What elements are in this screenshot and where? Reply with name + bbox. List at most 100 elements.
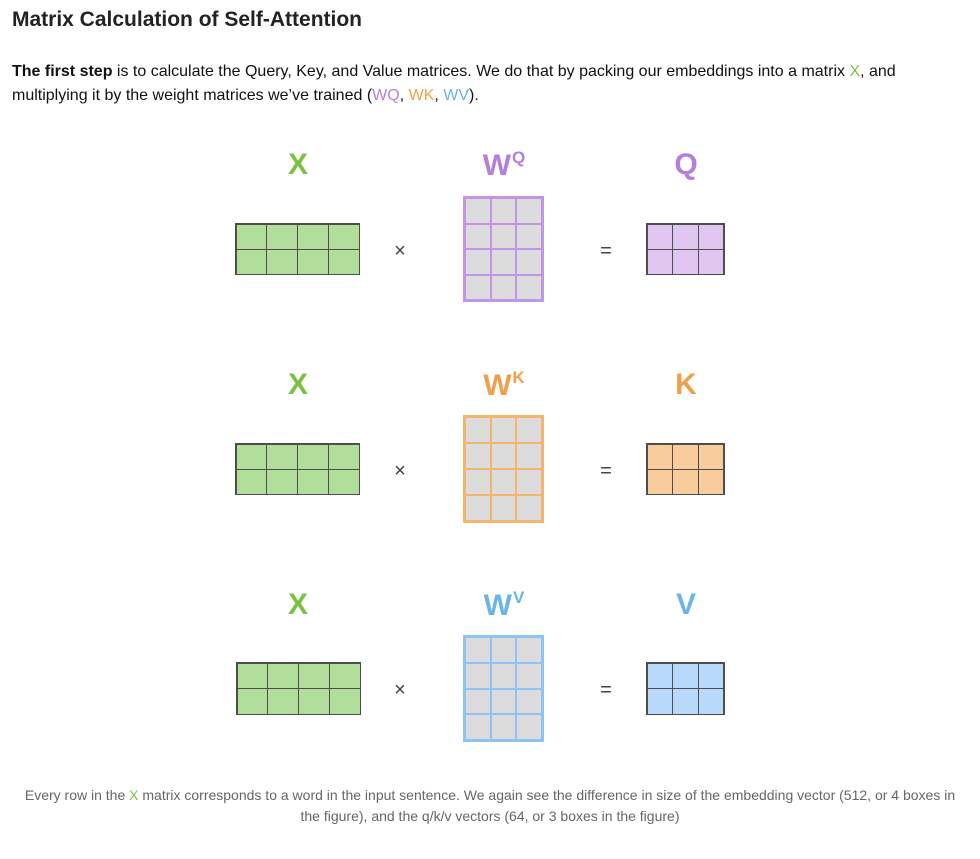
matrix-cell — [515, 416, 543, 444]
matrix-cell — [266, 223, 298, 250]
matrix-cell — [697, 443, 725, 470]
matrix-cell — [464, 468, 492, 496]
matrix-cell — [489, 713, 518, 741]
matrix-cell — [464, 197, 492, 225]
intro-wk: WK — [408, 87, 435, 104]
q-label: Q — [674, 148, 698, 181]
v-matrix — [646, 662, 725, 715]
query-row: X WQ Q × = — [0, 140, 980, 360]
matrix-cell — [515, 687, 543, 716]
k-label: K — [675, 368, 697, 401]
key-row: X WK K × = — [0, 360, 980, 580]
wq-base: W — [482, 149, 512, 182]
matrix-cell — [464, 687, 492, 716]
wq-label: WQ — [464, 148, 544, 183]
value-row: X WV V × = — [0, 580, 980, 800]
wv-label: WV — [464, 588, 544, 623]
x-matrix — [235, 223, 360, 275]
matrix-cell — [697, 248, 725, 275]
matrix-cell — [297, 443, 329, 470]
matrix-cell — [489, 687, 518, 716]
matrix-cell — [236, 662, 269, 689]
intro-text-1: is to calculate the Query, Key, and Valu… — [112, 63, 850, 80]
matrix-cell — [646, 662, 674, 689]
matrix-cell — [328, 662, 361, 689]
matrix-cell — [235, 223, 268, 250]
times-operator: × — [394, 460, 406, 482]
equals-operator: = — [600, 240, 612, 262]
matrix-cell — [515, 468, 543, 496]
matrix-cell — [515, 273, 543, 301]
matrix-cell — [327, 468, 360, 495]
wk-base: W — [483, 369, 512, 402]
matrix-cell — [489, 442, 518, 470]
matrix-cell — [464, 661, 492, 690]
matrix-cell — [464, 416, 492, 444]
matrix-cell — [646, 248, 674, 275]
matrix-cell — [464, 713, 492, 741]
matrix-cell — [672, 688, 699, 715]
page-title: Matrix Calculation of Self-Attention — [12, 8, 363, 31]
x-matrix — [235, 443, 360, 495]
matrix-cell — [515, 222, 543, 250]
wv-base: W — [483, 589, 512, 622]
matrix-cell — [515, 713, 543, 741]
matrix-cell — [697, 468, 725, 495]
wk-matrix — [463, 415, 544, 523]
matrix-cell — [235, 443, 268, 470]
matrix-cell — [266, 443, 298, 470]
intro-x: X — [849, 63, 861, 80]
q-matrix — [646, 223, 725, 275]
matrix-cell — [235, 248, 268, 275]
wv-superscript: V — [512, 588, 525, 607]
matrix-cell — [327, 248, 360, 275]
matrix-cell — [515, 661, 543, 690]
wk-superscript: K — [512, 368, 525, 387]
matrix-cell — [515, 197, 543, 225]
matrix-cell — [298, 662, 330, 689]
matrix-cell — [489, 248, 518, 276]
matrix-cell — [464, 273, 492, 301]
matrix-cell — [266, 468, 298, 495]
matrix-cell — [672, 443, 699, 470]
matrix-cell — [489, 273, 518, 301]
wk-label: WK — [464, 368, 544, 403]
matrix-cell — [328, 688, 361, 715]
matrix-cell — [672, 662, 699, 689]
matrix-cell — [464, 248, 492, 276]
v-label: V — [675, 588, 696, 621]
matrix-cell — [489, 636, 518, 664]
times-operator: × — [394, 240, 406, 262]
matrix-cell — [235, 468, 268, 495]
matrix-cell — [297, 468, 329, 495]
matrix-cell — [697, 223, 725, 250]
matrix-cell — [327, 223, 360, 250]
matrix-cell — [297, 248, 329, 275]
matrix-cell — [464, 494, 492, 522]
intro-text-3: ). — [469, 87, 479, 104]
matrix-cell — [515, 442, 543, 470]
wq-matrix — [463, 196, 544, 302]
matrix-cell — [646, 223, 674, 250]
intro-text-2: , and multiplying it by the weight matri… — [12, 63, 896, 104]
k-matrix — [646, 443, 725, 495]
matrix-cell — [672, 248, 699, 275]
matrix-cell — [327, 443, 360, 470]
matrix-cell — [267, 688, 299, 715]
matrix-cell — [672, 223, 699, 250]
matrix-cell — [515, 494, 543, 522]
matrix-cell — [646, 468, 674, 495]
intro-paragraph: The first step is to calculate the Query… — [12, 60, 962, 108]
matrix-cell — [646, 688, 674, 715]
wv-matrix — [463, 635, 544, 742]
x-label: X — [287, 148, 308, 181]
wq-superscript: Q — [512, 148, 526, 167]
matrix-cell — [515, 636, 543, 664]
intro-wv: WV — [443, 87, 470, 104]
matrix-cell — [489, 222, 518, 250]
matrix-cell — [489, 468, 518, 496]
caption-text-1: Every row in the — [24, 787, 130, 803]
equals-operator: = — [600, 679, 612, 701]
matrix-cell — [672, 468, 699, 495]
figure-caption: Every row in the X matrix corresponds to… — [20, 785, 960, 827]
